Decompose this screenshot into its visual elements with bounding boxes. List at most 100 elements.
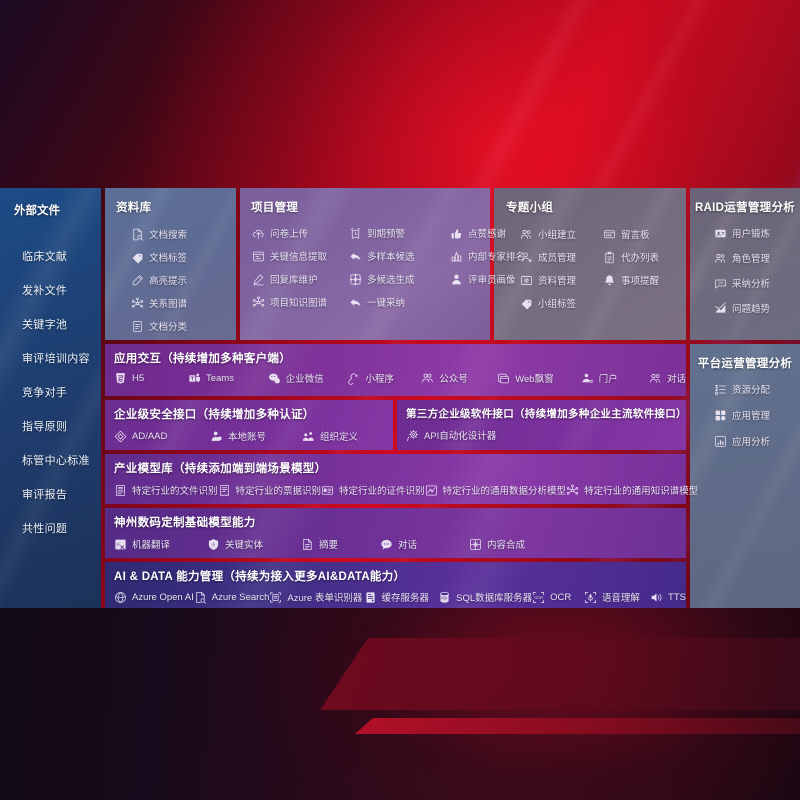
tg-item-label: 代办列表 xyxy=(621,253,660,264)
plat-item-resource-allocation[interactable]: 资源分配 xyxy=(714,382,800,396)
kb-item-label: 文档分类 xyxy=(149,322,188,333)
sidebar-item-clinical-literature[interactable]: 临床文献 xyxy=(22,251,68,263)
ad-item-azure-search[interactable]: Azure Search xyxy=(194,591,269,604)
pm-item-expiry-alert[interactable]: 到期预警 xyxy=(349,226,450,240)
bell-icon xyxy=(603,274,616,287)
tg-item-message-board[interactable]: 留言板 xyxy=(603,227,686,241)
ai-item-wecom[interactable]: 企业微信 xyxy=(268,371,348,385)
ai-item-dialog[interactable]: 对话 xyxy=(649,371,686,385)
tg-item-task-reminder[interactable]: 事项提醒 xyxy=(603,273,686,287)
reply-arrow-icon xyxy=(349,296,362,309)
document-search-icon xyxy=(131,228,144,241)
bm-item-label: 关键实体 xyxy=(225,540,264,551)
ai-item-miniprogram[interactable]: 小程序 xyxy=(347,371,421,385)
sec-item-ad-aad[interactable]: AD/AAD xyxy=(114,430,210,443)
tg-item-label: 小组建立 xyxy=(538,230,577,241)
bm-item-key-entity[interactable]: A 关键实体 xyxy=(207,537,301,551)
pm-item-key-info-extract[interactable]: 关键信息提取 xyxy=(252,249,349,263)
pm-item-like-thanks[interactable]: 点赞感谢 xyxy=(450,226,525,240)
reply-arrow-icon xyxy=(349,250,362,263)
sidebar-item-competitor[interactable]: 竞争对手 xyxy=(22,387,68,399)
extract-window-icon xyxy=(252,250,265,263)
plat-item-app-manage[interactable]: 应用管理 xyxy=(714,408,800,422)
platform-analysis-panel: 平台运营管理分析 资源分配 应用管理 应用分析 xyxy=(690,344,800,608)
thumbs-up-icon xyxy=(450,227,463,240)
portal-icon xyxy=(581,372,594,385)
ad-item-speech-understanding[interactable]: 语音理解 xyxy=(584,590,650,604)
raid-analysis-title: RAID运营管理分析 xyxy=(694,202,796,214)
tg-item-member-manage[interactable]: 成员管理 xyxy=(520,250,603,264)
sidebar-item-keyword-pool[interactable]: 关键字池 xyxy=(22,319,68,331)
bm-item-summary[interactable]: 摘要 xyxy=(301,537,380,551)
sec-item-org-define[interactable]: 组织定义 xyxy=(302,429,358,443)
ad-item-tts[interactable]: TTS xyxy=(650,591,686,604)
industry-model-title: 产业模型库（持续添加端到端场景模型） xyxy=(114,463,327,475)
raid-item-role-manage[interactable]: 角色管理 xyxy=(714,251,800,265)
sidebar-item-review-training[interactable]: 审评培训内容 xyxy=(22,353,90,365)
ai-item-web-float-window[interactable]: Web飘窗 xyxy=(497,371,580,385)
ai-item-official-account[interactable]: 公众号 xyxy=(421,371,497,385)
sec-item-label: 本地账号 xyxy=(228,432,267,443)
kb-item-relation-graph[interactable]: 关系图谱 xyxy=(131,296,236,310)
app-interaction-band: 应用交互（持续增加多种客户端） H5 Teams 企业微信 小程序 xyxy=(105,344,686,396)
kb-item-document-search[interactable]: 文档搜索 xyxy=(131,227,236,241)
pm-item-expert-ranking[interactable]: 内部专家排名 xyxy=(450,249,525,263)
ai-item-label: Teams xyxy=(205,372,234,384)
raid-item-user-training[interactable]: 用户锻炼 xyxy=(714,226,800,240)
pm-item-multi-candidate[interactable]: 多候选生成 xyxy=(349,272,450,286)
tg-item-todo-list[interactable]: 代办列表 xyxy=(603,250,686,264)
ad-item-azure-form-recognizer[interactable]: Azure 表单识别器 xyxy=(269,590,363,604)
pm-item-project-knowledge-graph[interactable]: 项目知识图谱 xyxy=(252,295,349,309)
archive-manage-icon xyxy=(520,274,533,287)
qa-chat-icon: QA xyxy=(714,277,727,290)
kb-item-highlight[interactable]: 高亮提示 xyxy=(131,273,236,287)
ad-item-azure-openai[interactable]: Azure Open AI xyxy=(114,591,194,604)
pm-item-survey-upload[interactable]: 问卷上传 xyxy=(252,226,349,240)
ad-item-cache-server[interactable]: 缓存服务器 xyxy=(364,590,439,604)
ad-item-sql-database[interactable]: SQL SQL数据库服务器 xyxy=(438,590,532,604)
kb-item-document-category[interactable]: 文档分类 xyxy=(131,319,236,333)
sidebar-item-supplement-file[interactable]: 发补文件 xyxy=(22,285,68,297)
ai-item-portal[interactable]: 门户 xyxy=(581,371,649,385)
sidebar-item-review-report[interactable]: 审评报告 xyxy=(22,489,68,501)
im-item-id-recognition[interactable]: 特定行业的证件识别 xyxy=(321,483,425,497)
todo-clipboard-icon xyxy=(603,251,616,264)
sidebar-item-common-issues[interactable]: 共性问题 xyxy=(22,523,68,535)
kb-item-document-tag[interactable]: 文档标签 xyxy=(131,250,236,264)
bm-item-machine-translation[interactable]: A 机器翻译 xyxy=(114,537,207,551)
data-analysis-icon xyxy=(425,484,438,497)
backdrop-shape-2 xyxy=(355,718,800,734)
ai-item-h5[interactable]: H5 xyxy=(114,372,188,385)
im-item-knowledge-graph-model[interactable]: 特定行业的通用知识谱模型 xyxy=(566,483,698,497)
raid-item-label: 用户锻炼 xyxy=(732,229,771,240)
im-item-data-analysis-model[interactable]: 特定行业的通用数据分析模型 xyxy=(425,483,566,497)
plat-item-app-analysis[interactable]: 应用分析 xyxy=(714,434,800,448)
app-analysis-icon xyxy=(714,435,727,448)
im-item-receipt-recognition[interactable]: 特定行业的票据识别 xyxy=(218,483,321,497)
bm-item-content-synthesis[interactable]: 内容合成 xyxy=(469,537,525,551)
raid-item-adoption-analysis[interactable]: QA 采纳分析 xyxy=(714,276,800,290)
tp-item-api-designer[interactable]: API自动化设计器 xyxy=(406,428,496,442)
tg-item-group-create[interactable]: 小组建立 xyxy=(520,227,603,241)
receipt-recognize-icon xyxy=(218,484,231,497)
sidebar-item-guideline[interactable]: 指导原则 xyxy=(22,421,68,433)
pm-item-one-click-adopt[interactable]: 一键采纳 xyxy=(349,295,450,309)
raid-item-issue-trend[interactable]: 问题趋势 xyxy=(714,301,800,315)
ad-item-ocr[interactable]: OCR OCR xyxy=(532,591,584,604)
bm-item-dialog[interactable]: 对话 xyxy=(380,537,469,551)
kb-item-label: 高亮提示 xyxy=(149,276,188,287)
pm-item-reviewer-profile[interactable]: 评审员画像 xyxy=(450,272,525,286)
ai-item-teams[interactable]: Teams xyxy=(188,372,268,385)
sidebar-item-standards-center[interactable]: 标管中心标准 xyxy=(22,455,90,467)
knowledge-graph-icon xyxy=(131,297,144,310)
pm-item-multi-sample[interactable]: 多样本候选 xyxy=(349,249,450,263)
tg-item-archive-manage[interactable]: 资料管理 xyxy=(520,273,603,287)
sec-item-local-account[interactable]: 本地账号 xyxy=(210,429,302,443)
tg-item-group-tag[interactable]: 小组标签 xyxy=(520,296,603,310)
im-item-file-recognition[interactable]: 特定行业的文件识别 xyxy=(114,483,218,497)
app-interaction-title: 应用交互（持续增加多种客户端） xyxy=(114,353,291,365)
kb-item-label: 文档搜索 xyxy=(149,230,188,241)
svg-text:A: A xyxy=(212,541,215,546)
pm-item-reply-library[interactable]: 回复库维护 xyxy=(252,272,349,286)
left-sidebar: 外部文件 临床文献 发补文件 关键字池 审评培训内容 竞争对手 指导原则 标管中… xyxy=(0,188,101,608)
